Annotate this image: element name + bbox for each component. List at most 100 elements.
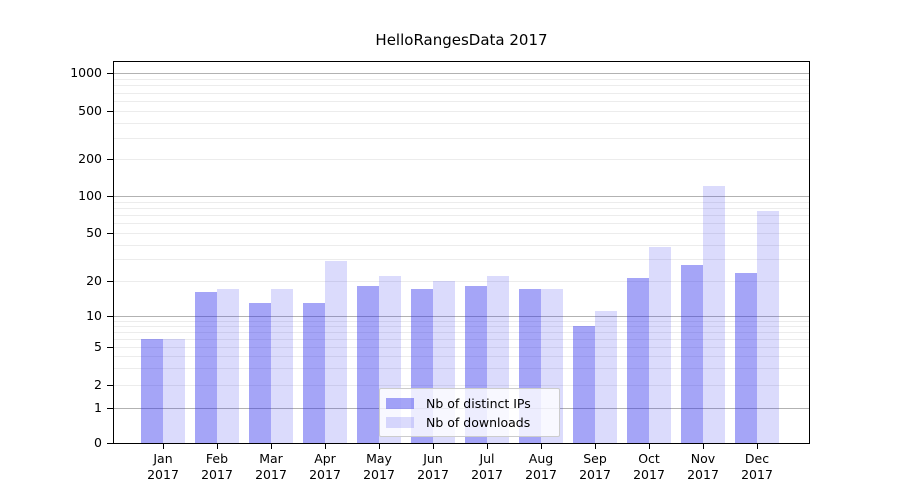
legend-swatch-downloads xyxy=(386,417,414,428)
y-gridline-major xyxy=(114,196,809,197)
y-gridline-minor xyxy=(114,259,809,260)
y-gridline-minor xyxy=(114,101,809,102)
x-tick-year: 2017 xyxy=(741,467,773,482)
y-tick-label: 10 xyxy=(86,308,102,323)
x-tick-month: Apr xyxy=(314,451,336,466)
y-tick xyxy=(107,233,113,234)
y-gridline-minor xyxy=(114,111,809,112)
x-tick xyxy=(433,444,434,449)
bar-downloads-apr xyxy=(325,261,347,443)
x-tick-year: 2017 xyxy=(687,467,719,482)
y-gridline-minor xyxy=(114,138,809,139)
x-tick xyxy=(163,444,164,449)
x-tick-label: Jun 2017 xyxy=(403,451,463,483)
bar-distinct-ips-dec xyxy=(735,273,757,443)
x-tick xyxy=(487,444,488,449)
y-gridline-minor xyxy=(114,245,809,246)
x-tick-year: 2017 xyxy=(147,467,179,482)
y-tick-label: 100 xyxy=(78,188,102,203)
x-tick-month: Oct xyxy=(638,451,660,466)
x-tick-year: 2017 xyxy=(309,467,341,482)
x-tick-month: Aug xyxy=(528,451,554,466)
legend-label-downloads: Nb of downloads xyxy=(426,415,531,430)
y-tick xyxy=(107,159,113,160)
x-tick-label: Oct 2017 xyxy=(619,451,679,483)
x-tick-month: Jan xyxy=(153,451,173,466)
x-tick xyxy=(325,444,326,449)
bar-distinct-ips-apr xyxy=(303,303,325,443)
y-gridline-minor xyxy=(114,202,809,203)
x-tick-label: Sep 2017 xyxy=(565,451,625,483)
x-tick-label: Apr 2017 xyxy=(295,451,355,483)
bar-distinct-ips-feb xyxy=(195,292,217,443)
y-gridline-minor xyxy=(114,208,809,209)
y-tick xyxy=(107,316,113,317)
x-tick-month: Jun xyxy=(423,451,443,466)
bar-distinct-ips-mar xyxy=(249,303,271,443)
x-tick-month: Nov xyxy=(690,451,716,466)
bar-downloads-nov xyxy=(703,186,725,443)
y-tick-label: 500 xyxy=(78,103,102,118)
bar-downloads-mar xyxy=(271,289,293,443)
bar-distinct-ips-jan xyxy=(141,339,163,443)
bar-distinct-ips-nov xyxy=(681,265,703,443)
chart-title: HelloRangesData 2017 xyxy=(375,31,548,49)
y-gridline-minor xyxy=(114,339,809,340)
y-tick-label: 2 xyxy=(94,377,102,392)
y-gridline-minor xyxy=(114,368,809,369)
x-tick xyxy=(541,444,542,449)
y-gridline-minor xyxy=(114,356,809,357)
x-tick-label: Mar 2017 xyxy=(241,451,301,483)
y-gridline-minor xyxy=(114,385,809,386)
bar-distinct-ips-may xyxy=(357,286,379,443)
x-tick-label: Feb 2017 xyxy=(187,451,247,483)
bar-downloads-dec xyxy=(757,211,779,443)
x-tick-label: May 2017 xyxy=(349,451,409,483)
x-tick-year: 2017 xyxy=(633,467,665,482)
x-tick-label: Nov 2017 xyxy=(673,451,733,483)
x-tick-month: Sep xyxy=(583,451,607,466)
x-tick xyxy=(649,444,650,449)
x-tick-month: Feb xyxy=(205,451,229,466)
bar-distinct-ips-sep xyxy=(573,326,595,443)
x-tick xyxy=(271,444,272,449)
x-tick-year: 2017 xyxy=(471,467,503,482)
x-tick-year: 2017 xyxy=(417,467,449,482)
y-tick xyxy=(107,443,113,444)
x-tick xyxy=(703,444,704,449)
x-tick-label: Jan 2017 xyxy=(133,451,193,483)
y-gridline-major xyxy=(114,73,809,74)
y-tick xyxy=(107,73,113,74)
y-gridline-minor xyxy=(114,93,809,94)
bar-distinct-ips-oct xyxy=(627,278,649,443)
legend-label-distinct-ips: Nb of distinct IPs xyxy=(426,396,531,411)
y-gridline-minor xyxy=(114,215,809,216)
y-gridline-minor xyxy=(114,159,809,160)
y-gridline-minor xyxy=(114,123,809,124)
y-tick-label: 20 xyxy=(86,273,102,288)
bar-downloads-feb xyxy=(217,289,239,443)
x-tick-label: Aug 2017 xyxy=(511,451,571,483)
y-tick xyxy=(107,408,113,409)
x-tick xyxy=(757,444,758,449)
x-tick-year: 2017 xyxy=(579,467,611,482)
legend: Nb of distinct IPs Nb of downloads xyxy=(379,388,560,437)
y-gridline-minor xyxy=(114,321,809,322)
y-gridline-minor xyxy=(114,326,809,327)
y-gridline-minor xyxy=(114,223,809,224)
y-tick-label: 5 xyxy=(94,339,102,354)
x-tick-month: May xyxy=(366,451,392,466)
bar-downloads-sep xyxy=(595,311,617,443)
x-tick-month: Mar xyxy=(259,451,283,466)
x-tick xyxy=(595,444,596,449)
x-tick-label: Dec 2017 xyxy=(727,451,787,483)
x-tick xyxy=(217,444,218,449)
plot-area: Nb of distinct IPs Nb of downloads xyxy=(113,61,810,444)
x-tick-year: 2017 xyxy=(525,467,557,482)
x-tick-label: Jul 2017 xyxy=(457,451,517,483)
legend-item-distinct-ips: Nb of distinct IPs xyxy=(386,394,551,413)
x-tick-year: 2017 xyxy=(255,467,287,482)
y-gridline-minor xyxy=(114,79,809,80)
y-gridline-minor xyxy=(114,281,809,282)
